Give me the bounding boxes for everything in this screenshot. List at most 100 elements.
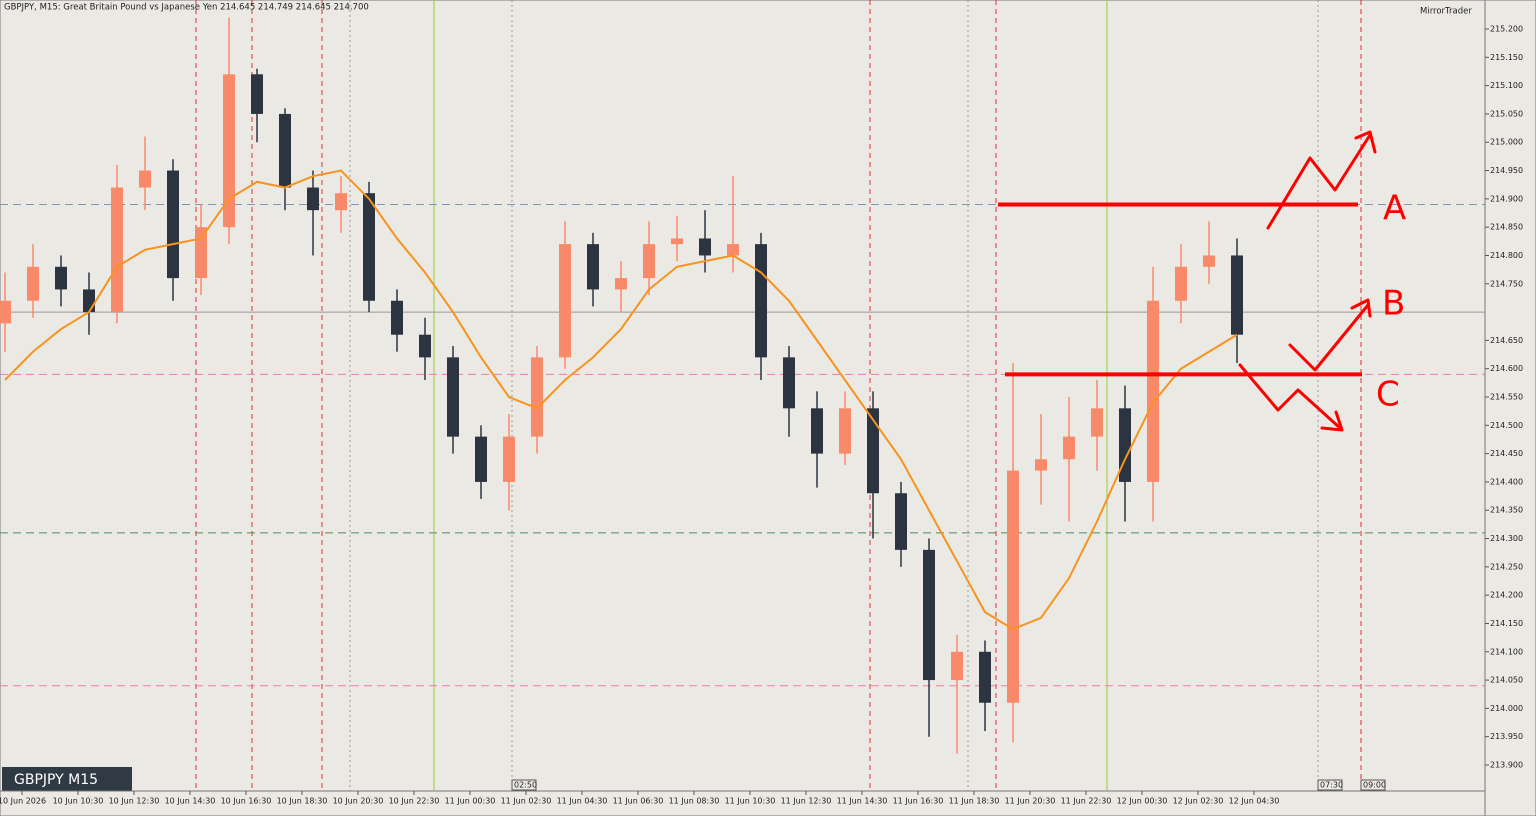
arrow-c [1238, 363, 1344, 432]
x-tick-label: 11 Jun 04:30 [557, 797, 608, 806]
time-marker-box [511, 779, 537, 791]
y-tick-label: 214.800 [1490, 251, 1523, 260]
candle-body [419, 334, 431, 358]
candle-body [671, 238, 683, 245]
x-tick-label: 11 Jun 02:30 [501, 797, 552, 806]
x-tick-label: 11 Jun 22:30 [1061, 797, 1112, 806]
candle-body [615, 278, 627, 290]
y-tick-label: 214.150 [1490, 619, 1523, 628]
time-markers: 02:50 07:30 09:00 [511, 779, 1386, 791]
x-tick-label: 12 Jun 02:30 [1173, 797, 1224, 806]
candle-body [279, 113, 291, 188]
candle-body [1147, 300, 1159, 482]
arrow-b [1288, 298, 1372, 372]
chart-title: GBPJPY, M15: Great Britain Pound vs Japa… [4, 3, 369, 13]
x-tick-label: 11 Jun 14:30 [837, 797, 888, 806]
y-tick-label: 214.200 [1490, 591, 1523, 600]
moving-average [4, 169, 1238, 631]
x-tick-label: 10 Jun 14:30 [165, 797, 216, 806]
y-tick-label: 214.100 [1490, 647, 1523, 656]
candle-body [839, 408, 851, 454]
candle-body [335, 193, 347, 211]
session-lines [195, 0, 1362, 791]
x-tick-label: 10 Jun 22:30 [389, 797, 440, 806]
time-marker-box [1317, 779, 1343, 791]
candle-body [923, 549, 935, 681]
y-tick-label: 214.300 [1490, 534, 1523, 543]
y-tick-label: 214.000 [1490, 704, 1523, 713]
y-tick-label: 214.850 [1490, 223, 1523, 232]
scenario-label: A [1383, 189, 1406, 229]
y-tick-label: 214.250 [1490, 562, 1523, 571]
x-tick-label: 11 Jun 06:30 [613, 797, 664, 806]
candle-body [83, 289, 95, 313]
x-tick-label: 11 Jun 12:30 [781, 797, 832, 806]
candle-body [55, 266, 67, 290]
x-tick-label: 11 Jun 10:30 [725, 797, 776, 806]
candle-body [363, 193, 375, 301]
candle-body [447, 357, 459, 437]
x-tick-label: 10 Jun 20:30 [333, 797, 384, 806]
price-axis [1484, 0, 1536, 816]
scenario-label: C [1376, 375, 1400, 415]
y-tick-label: 214.500 [1490, 421, 1523, 430]
x-tick-label: 11 Jun 08:30 [669, 797, 720, 806]
time-axis [0, 790, 1486, 816]
y-tick-label: 215.100 [1490, 81, 1523, 90]
candle-body [475, 436, 487, 482]
x-tick-label: 11 Jun 20:30 [1005, 797, 1056, 806]
x-tick-label: 11 Jun 16:30 [893, 797, 944, 806]
candle-body [391, 300, 403, 335]
candle-body [531, 357, 543, 437]
candle-body [1035, 459, 1047, 471]
candle-body [27, 266, 39, 301]
candle-body [1231, 255, 1243, 335]
arrow-a [1266, 130, 1377, 230]
candle-body [979, 651, 991, 703]
time-marker: 07:30 [1320, 781, 1343, 790]
y-tick-label: 215.150 [1490, 53, 1523, 62]
y-tick-label: 214.450 [1490, 449, 1523, 458]
plot-frame [0, 0, 1486, 792]
x-tick-label: 10 Jun 2026 [0, 797, 46, 806]
candle-body [503, 436, 515, 482]
candle-body [223, 74, 235, 228]
candle-body [895, 493, 907, 550]
y-tick-label: 215.000 [1490, 138, 1523, 147]
candle-body [867, 408, 879, 494]
scenario-arrows [1238, 130, 1377, 432]
x-tick-label: 11 Jun 00:30 [445, 797, 496, 806]
candle-body [699, 238, 711, 256]
candle-body [755, 244, 767, 358]
candle-body [727, 244, 739, 256]
candle-body [307, 187, 319, 211]
y-tick-label: 215.200 [1490, 25, 1523, 34]
candle-body [587, 244, 599, 290]
y-tick-label: 214.950 [1490, 166, 1523, 175]
candle-body [1091, 408, 1103, 437]
y-tick-label: 214.750 [1490, 279, 1523, 288]
y-tick-label: 213.900 [1490, 761, 1523, 770]
candle-body [811, 408, 823, 454]
candle-body [0, 300, 11, 324]
candle-body [1007, 470, 1019, 703]
y-tick-label: 214.400 [1490, 477, 1523, 486]
y-tick-label: 213.950 [1490, 732, 1523, 741]
candle-body [643, 244, 655, 279]
candle-body [195, 227, 207, 279]
x-tick-label: 10 Jun 16:30 [221, 797, 272, 806]
scenario-label: B [1382, 284, 1405, 324]
symbol-badge [2, 767, 132, 793]
candle-body [1063, 436, 1075, 460]
x-tick-label: 12 Jun 04:30 [1229, 797, 1280, 806]
x-tick-label: 10 Jun 10:30 [53, 797, 104, 806]
y-tick-label: 214.550 [1490, 393, 1523, 402]
candle-body [783, 357, 795, 409]
candle-body [167, 170, 179, 279]
x-tick-label: 12 Jun 00:30 [1117, 797, 1168, 806]
time-marker: 02:50 [514, 781, 537, 790]
y-tick-label: 214.900 [1490, 194, 1523, 203]
time-marker-box [1360, 779, 1386, 791]
